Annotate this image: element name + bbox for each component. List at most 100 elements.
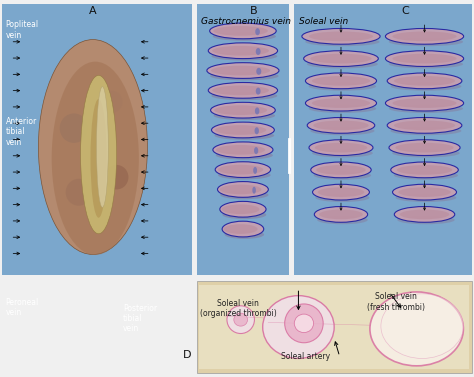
Ellipse shape: [385, 29, 464, 44]
Ellipse shape: [381, 294, 464, 359]
Bar: [197, 4, 289, 275]
Ellipse shape: [216, 145, 265, 155]
Ellipse shape: [218, 182, 268, 197]
Ellipse shape: [255, 107, 259, 115]
Ellipse shape: [213, 26, 268, 36]
Ellipse shape: [385, 95, 464, 111]
Text: Soleal vein
(organized thrombi): Soleal vein (organized thrombi): [200, 299, 276, 318]
Ellipse shape: [302, 29, 380, 44]
Ellipse shape: [263, 296, 334, 359]
Ellipse shape: [220, 201, 266, 217]
Ellipse shape: [389, 104, 463, 113]
Ellipse shape: [215, 162, 271, 178]
Text: Peroneal
vein: Peroneal vein: [6, 297, 39, 317]
Text: Gastrocnemius vein: Gastrocnemius vein: [201, 17, 292, 26]
Ellipse shape: [309, 140, 373, 155]
Text: Popliteal
vein: Popliteal vein: [6, 20, 39, 40]
Ellipse shape: [294, 314, 314, 333]
Ellipse shape: [52, 62, 139, 255]
Bar: [2, 4, 192, 275]
Ellipse shape: [309, 82, 376, 91]
Ellipse shape: [398, 187, 451, 197]
Ellipse shape: [305, 38, 380, 46]
Ellipse shape: [222, 204, 259, 214]
Ellipse shape: [105, 165, 128, 189]
Bar: [294, 4, 472, 275]
Ellipse shape: [315, 143, 367, 153]
Ellipse shape: [212, 46, 269, 56]
Ellipse shape: [305, 95, 376, 111]
Ellipse shape: [313, 121, 369, 130]
Ellipse shape: [225, 230, 264, 239]
Ellipse shape: [211, 52, 277, 61]
Ellipse shape: [317, 216, 368, 224]
Ellipse shape: [370, 292, 464, 366]
Ellipse shape: [220, 185, 261, 194]
Ellipse shape: [254, 147, 258, 154]
Ellipse shape: [394, 171, 458, 180]
Ellipse shape: [220, 191, 268, 199]
Ellipse shape: [210, 72, 279, 80]
Ellipse shape: [389, 140, 460, 155]
Ellipse shape: [255, 28, 260, 35]
Ellipse shape: [314, 207, 368, 222]
Ellipse shape: [218, 165, 263, 175]
Ellipse shape: [255, 127, 259, 134]
Ellipse shape: [392, 184, 456, 200]
Ellipse shape: [389, 38, 463, 46]
Ellipse shape: [314, 171, 371, 180]
Ellipse shape: [395, 193, 456, 202]
Ellipse shape: [256, 68, 261, 75]
Ellipse shape: [101, 91, 122, 113]
Ellipse shape: [307, 118, 375, 133]
Ellipse shape: [252, 187, 256, 194]
Ellipse shape: [312, 98, 370, 108]
Text: Anterior
tibial
vein: Anterior tibial vein: [6, 117, 37, 147]
Ellipse shape: [60, 113, 88, 143]
Ellipse shape: [394, 207, 455, 222]
Text: A: A: [89, 6, 96, 16]
Ellipse shape: [309, 31, 373, 41]
Ellipse shape: [214, 105, 267, 115]
Ellipse shape: [210, 102, 275, 118]
Ellipse shape: [312, 76, 370, 86]
Ellipse shape: [400, 210, 449, 219]
Text: Soleal vein: Soleal vein: [299, 17, 348, 26]
Ellipse shape: [208, 43, 278, 58]
Ellipse shape: [392, 149, 460, 158]
Ellipse shape: [215, 131, 274, 140]
Ellipse shape: [211, 66, 270, 75]
Ellipse shape: [253, 167, 257, 174]
Ellipse shape: [392, 31, 456, 41]
Ellipse shape: [38, 40, 147, 254]
Ellipse shape: [309, 104, 376, 113]
Ellipse shape: [208, 83, 278, 98]
Bar: [199, 285, 469, 369]
Ellipse shape: [394, 121, 455, 130]
Ellipse shape: [310, 54, 372, 63]
Ellipse shape: [213, 32, 276, 41]
Bar: [197, 281, 472, 373]
Ellipse shape: [319, 210, 363, 219]
Ellipse shape: [285, 304, 323, 343]
Ellipse shape: [256, 87, 261, 95]
Ellipse shape: [397, 165, 452, 175]
Ellipse shape: [218, 171, 271, 179]
Ellipse shape: [214, 111, 275, 120]
Ellipse shape: [389, 60, 463, 69]
Ellipse shape: [392, 98, 456, 108]
Ellipse shape: [216, 151, 273, 159]
Ellipse shape: [318, 187, 365, 197]
Ellipse shape: [211, 92, 277, 100]
Ellipse shape: [394, 76, 455, 86]
Ellipse shape: [304, 51, 378, 66]
Ellipse shape: [387, 118, 462, 133]
Ellipse shape: [215, 125, 266, 135]
Text: B: B: [250, 6, 257, 16]
Ellipse shape: [391, 127, 461, 135]
Ellipse shape: [256, 48, 261, 55]
Ellipse shape: [222, 210, 266, 219]
Ellipse shape: [210, 23, 276, 39]
Ellipse shape: [65, 179, 91, 206]
Ellipse shape: [316, 165, 366, 175]
